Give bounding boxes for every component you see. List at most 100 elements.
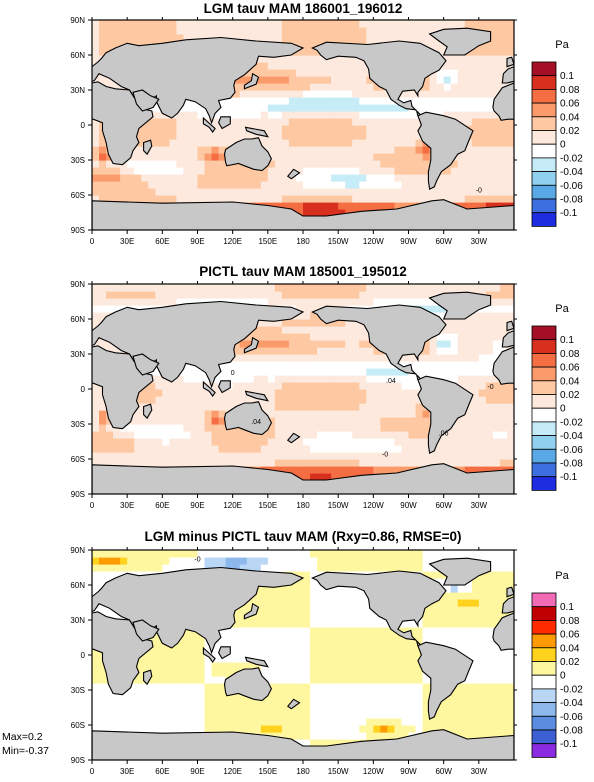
field-cell (274, 188, 283, 196)
field-cell (106, 445, 114, 453)
field-cell (471, 20, 480, 28)
field-cell (197, 27, 206, 35)
field-cell (331, 683, 339, 691)
field-cell (324, 725, 332, 733)
field-cell (471, 333, 480, 341)
field-cell (295, 690, 304, 698)
field-cell (485, 452, 494, 460)
field-cell (176, 564, 185, 572)
field-cell (324, 326, 332, 334)
field-cell (310, 662, 318, 670)
field-cell (394, 368, 403, 376)
field-cell (204, 284, 213, 292)
field-cell (176, 139, 185, 147)
field-cell (478, 284, 487, 292)
field-cell (506, 118, 514, 126)
field-cell (422, 167, 431, 175)
field-cell (415, 424, 424, 432)
field-cell (281, 431, 290, 439)
field-cell (415, 97, 424, 105)
field-cell (485, 312, 494, 320)
colorbar-swatch (531, 325, 557, 341)
field-cell (162, 725, 170, 733)
field-cell (106, 571, 114, 579)
field-cell (485, 125, 494, 133)
field-cell (303, 438, 311, 446)
field-cell (359, 732, 367, 740)
field-cell (408, 27, 417, 35)
field-cell (338, 160, 346, 168)
field-cell (345, 417, 353, 425)
field-cell (176, 690, 185, 698)
field-cell (324, 704, 332, 712)
field-cell (457, 195, 466, 203)
field-cell (303, 382, 311, 390)
field-cell (155, 118, 163, 126)
field-cell (338, 174, 346, 182)
field-cell (176, 424, 185, 432)
field-cell (331, 585, 339, 593)
field-cell (253, 704, 262, 712)
field-cell (141, 132, 149, 140)
colorbar-swatch (531, 130, 557, 145)
field-cell (232, 347, 241, 355)
field-cell (387, 452, 396, 460)
field-cell (401, 438, 410, 446)
field-cell (429, 90, 438, 98)
field-cell (239, 34, 248, 42)
field-cell (106, 424, 114, 432)
field-cell (401, 424, 410, 432)
field-cell (499, 34, 508, 42)
field-cell (338, 195, 346, 203)
field-cell (338, 340, 346, 348)
field-cell (162, 557, 170, 565)
field-cell (373, 83, 381, 91)
field-cell (499, 160, 508, 168)
field-cell (359, 725, 367, 733)
field-cell (317, 20, 325, 28)
field-cell (281, 153, 290, 161)
field-cell (190, 704, 199, 712)
field-cell (366, 424, 374, 432)
field-cell (345, 160, 353, 168)
field-cell (295, 333, 304, 341)
field-cell (197, 452, 206, 460)
field-cell (464, 403, 473, 411)
field-cell (239, 704, 248, 712)
field-cell (366, 111, 374, 119)
field-cell (281, 326, 290, 334)
field-cell (148, 188, 156, 196)
field-cell (310, 347, 318, 355)
field-cell (415, 291, 424, 299)
x-tick-label: 0 (90, 501, 95, 510)
field-cell (281, 620, 290, 628)
field-cell (281, 466, 290, 474)
field-cell (295, 139, 304, 147)
field-cell (373, 174, 381, 182)
field-cell (253, 725, 262, 733)
field-cell (106, 174, 114, 182)
field-cell (260, 291, 269, 299)
field-cell (380, 181, 388, 189)
field-cell (99, 711, 107, 719)
field-cell (303, 291, 311, 299)
field-cell (176, 655, 185, 663)
field-cell (366, 202, 374, 210)
field-cell (204, 445, 213, 453)
field-cell (92, 676, 100, 684)
field-cell (317, 319, 325, 327)
field-cell (246, 104, 255, 112)
field-cell (169, 718, 177, 726)
field-cell (338, 564, 346, 572)
field-cell (303, 83, 311, 91)
field-cell (485, 305, 494, 313)
field-cell (246, 181, 255, 189)
field-cell (303, 326, 311, 334)
field-cell (288, 326, 297, 334)
field-cell (260, 62, 269, 70)
field-cell (422, 284, 431, 292)
field-cell (218, 396, 227, 404)
field-cell (162, 284, 170, 292)
field-cell (429, 97, 438, 105)
field-cell (295, 34, 304, 42)
